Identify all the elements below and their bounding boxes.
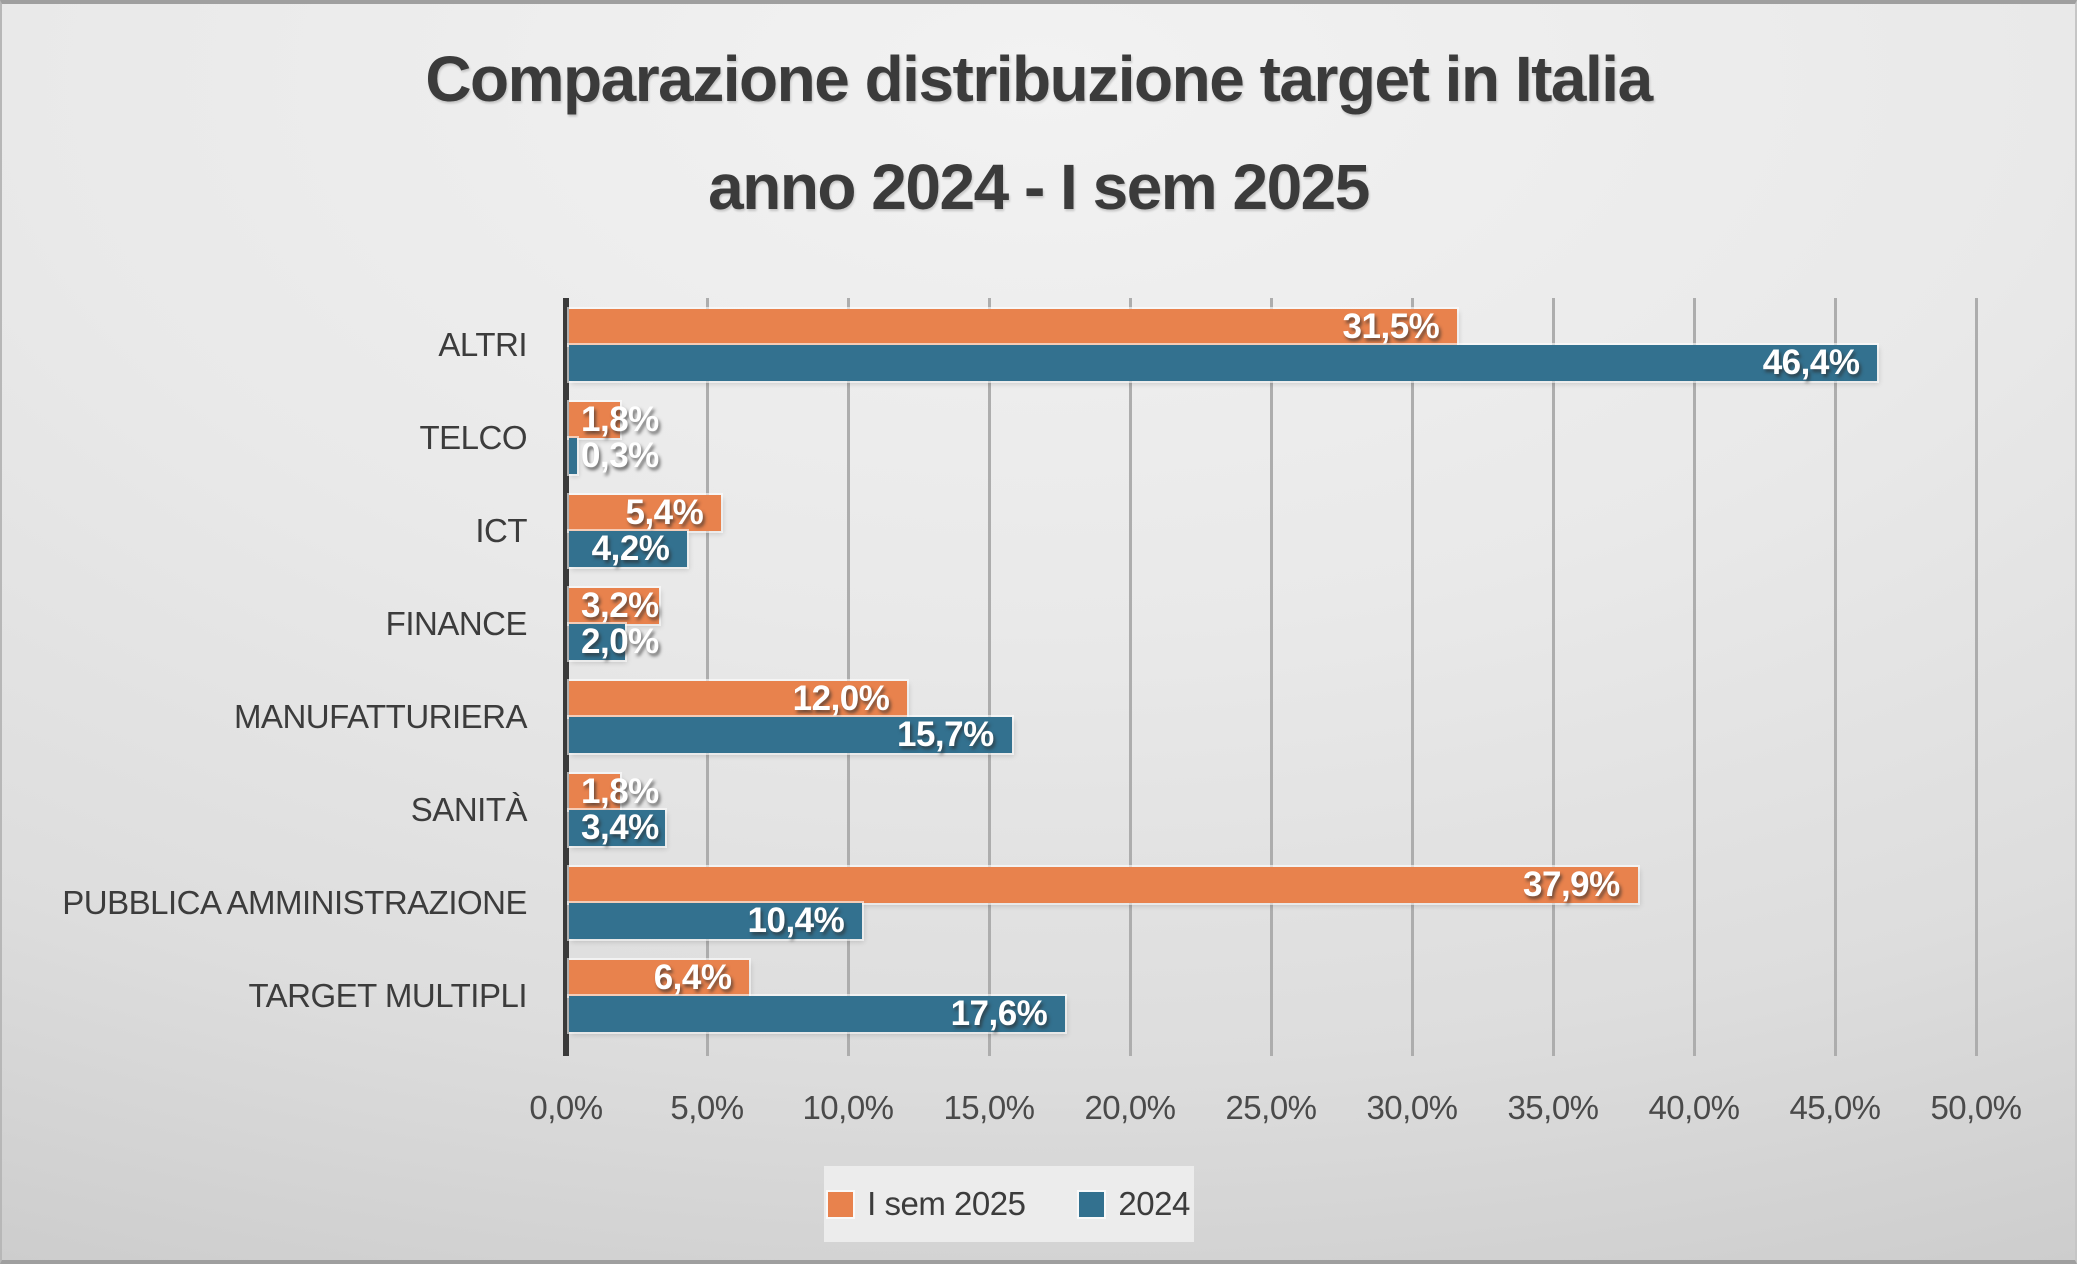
x-axis-tick-label: 30,0% — [1366, 1089, 1458, 1126]
bar-sem2025: 1,8% — [569, 400, 659, 439]
category-label: ICT — [475, 511, 527, 549]
x-axis-tick-label: 20,0% — [1084, 1089, 1176, 1126]
y-axis-line — [563, 298, 569, 1056]
bar-2024: 17,6% — [569, 994, 1066, 1033]
x-axis-tick-label: 15,0% — [943, 1089, 1035, 1126]
legend-label: I sem 2025 — [867, 1185, 1026, 1222]
legend: I sem 2025 2024 — [824, 1166, 1194, 1242]
category-label: TARGET MULTIPLI — [248, 976, 527, 1014]
category-label: FINANCE — [385, 604, 528, 642]
chart-title-line-1: Comparazione distribuzione target in Ita… — [425, 43, 1653, 115]
x-axis-tick-label: 45,0% — [1789, 1089, 1881, 1126]
data-label: 6,4% — [653, 958, 732, 997]
data-label: 3,2% — [581, 586, 659, 625]
bar-2024: 15,7% — [569, 715, 1012, 754]
x-axis-tick-label: 50,0% — [1930, 1089, 2022, 1126]
data-label: 31,5% — [1342, 307, 1440, 346]
legend-item-sem2025: I sem 2025 — [828, 1185, 1026, 1223]
gridline-3 — [988, 298, 991, 1056]
data-label: 37,9% — [1523, 865, 1620, 904]
data-label: 4,2% — [591, 529, 670, 568]
bar-2024: 46,4% — [569, 343, 1878, 382]
gridline-8 — [1693, 298, 1696, 1056]
bar-2024: 2,0% — [569, 622, 659, 661]
gridline-9 — [1834, 298, 1837, 1056]
gridline-6 — [1411, 298, 1414, 1056]
bar-sem2025: 12,0% — [569, 679, 908, 718]
bar-sem2025: 31,5% — [569, 307, 1458, 346]
x-axis-tick-label: 40,0% — [1648, 1089, 1740, 1126]
chart-title: Comparazione distribuzione target in Ita… — [2, 26, 2075, 241]
x-axis-tick-label: 25,0% — [1225, 1089, 1317, 1126]
data-label: 2,0% — [581, 622, 659, 661]
legend-label: 2024 — [1118, 1185, 1190, 1222]
category-label: TELCO — [419, 418, 527, 456]
data-label: 12,0% — [792, 679, 890, 718]
data-label: 0,3% — [581, 436, 659, 475]
gridline-5 — [1270, 298, 1273, 1056]
category-label: PUBBLICA AMMINISTRAZIONE — [62, 883, 527, 921]
bar-sem2025: 5,4% — [569, 493, 722, 532]
legend-swatch-icon — [828, 1191, 854, 1217]
bar-sem2025: 6,4% — [569, 958, 750, 997]
data-label: 46,4% — [1762, 343, 1860, 382]
bar-sem2025: 1,8% — [569, 772, 659, 811]
bar-2024: 10,4% — [569, 901, 863, 940]
data-label: 5,4% — [625, 493, 704, 532]
data-label: 1,8% — [581, 400, 659, 439]
legend-item-2024: 2024 — [1079, 1185, 1190, 1223]
data-label: 3,4% — [581, 808, 659, 847]
data-label: 15,7% — [896, 715, 994, 754]
gridline-2 — [847, 298, 850, 1056]
gridline-7 — [1552, 298, 1555, 1056]
chart-title-line-2: anno 2024 - I sem 2025 — [708, 150, 1370, 223]
x-axis-tick-label: 10,0% — [802, 1089, 894, 1126]
gridline-1 — [706, 298, 709, 1056]
bar-2024: 0,3% — [569, 436, 659, 475]
x-axis-tick-label: 35,0% — [1507, 1089, 1599, 1126]
bar-sem2025: 37,9% — [569, 865, 1638, 904]
bar-sem2025: 3,2% — [569, 586, 659, 625]
bar-2024: 4,2% — [569, 529, 688, 568]
gridline-10 — [1975, 298, 1978, 1056]
bar-2024: 3,4% — [569, 808, 665, 847]
legend-swatch-icon — [1079, 1191, 1105, 1217]
gridline-4 — [1129, 298, 1132, 1056]
x-axis-tick-label: 0,0% — [529, 1089, 603, 1126]
data-label: 10,4% — [747, 901, 845, 940]
category-label: ALTRI — [438, 325, 527, 363]
category-label: SANITÀ — [410, 790, 528, 828]
category-label: MANUFATTURIERA — [233, 697, 528, 735]
data-label: 17,6% — [950, 994, 1048, 1033]
data-label: 1,8% — [581, 772, 659, 811]
x-axis-tick-label: 5,0% — [670, 1089, 744, 1126]
